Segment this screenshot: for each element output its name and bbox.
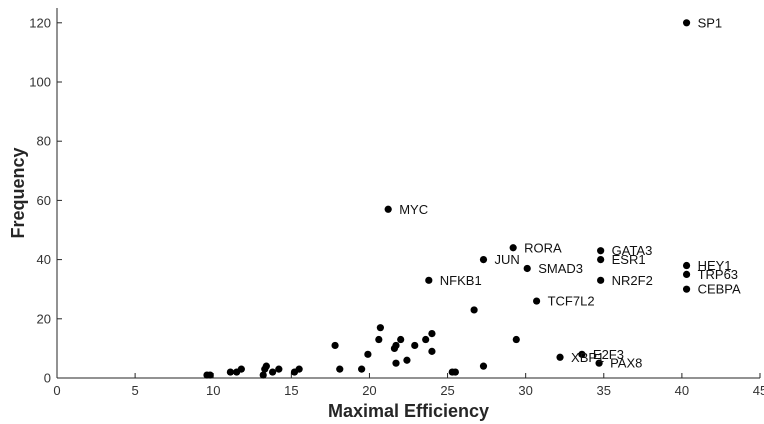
data-point <box>268 368 277 376</box>
y-tick-label: 20 <box>37 311 51 326</box>
data-point <box>375 335 383 344</box>
point-label: HEY1 <box>698 258 732 273</box>
data-point <box>425 276 433 284</box>
point-label: TCF7L2 <box>548 294 595 309</box>
x-tick-label: 40 <box>675 383 689 398</box>
data-point <box>364 350 372 358</box>
data-point <box>384 205 392 213</box>
point-label: TRP63 <box>698 267 738 282</box>
x-tick-label: 30 <box>518 383 532 398</box>
point-label: GATA3 <box>612 243 653 258</box>
data-point <box>470 306 478 314</box>
data-point <box>262 362 270 370</box>
y-axis-ticks: 0 20 40 60 80 100 120 <box>29 15 62 386</box>
data-points <box>203 19 691 379</box>
data-point <box>682 19 691 27</box>
data-point <box>237 365 245 373</box>
data-point <box>523 264 531 273</box>
x-tick-label: 25 <box>440 383 454 398</box>
point-label: RORA <box>524 240 562 255</box>
point-labels: SP1 MYC RORA GATA3 JUN ESR1 HEY1 SMAD3 TRP63 NFKB… <box>399 15 741 370</box>
y-axis-title: Frequency <box>8 147 28 238</box>
y-tick-label: 40 <box>37 252 51 267</box>
point-label: E2F3 <box>593 347 624 362</box>
x-tick-label: 5 <box>131 383 138 398</box>
data-point <box>597 256 605 264</box>
data-point <box>295 365 303 373</box>
point-label: XBP1 <box>571 350 604 365</box>
data-point <box>259 371 267 379</box>
data-point <box>597 247 605 255</box>
x-tick-label: 15 <box>284 383 298 398</box>
point-label: JUN <box>494 252 519 267</box>
data-point <box>206 371 214 379</box>
y-tick-label: 100 <box>29 75 51 90</box>
data-point <box>428 347 436 355</box>
data-point <box>682 261 691 270</box>
data-point <box>451 368 459 376</box>
point-label: SMAD3 <box>538 261 583 276</box>
data-point <box>226 368 235 376</box>
y-tick-label: 60 <box>37 193 51 208</box>
data-point <box>275 365 283 373</box>
data-point <box>392 359 400 367</box>
point-label: SP1 <box>698 15 723 30</box>
point-label: NR2F2 <box>612 273 653 288</box>
data-point <box>597 276 605 284</box>
data-point <box>392 341 400 350</box>
data-point <box>376 324 384 332</box>
data-point <box>403 356 411 364</box>
x-axis-ticks: 0 5 10 15 20 25 30 35 40 45 <box>53 373 764 398</box>
data-point <box>556 353 564 361</box>
data-point <box>397 335 405 344</box>
data-point <box>682 285 691 293</box>
data-point <box>331 341 339 350</box>
data-point <box>595 359 603 367</box>
data-point <box>578 350 586 358</box>
data-point <box>479 256 488 264</box>
x-tick-label: 0 <box>53 383 60 398</box>
data-point <box>336 365 344 373</box>
point-label: ESR1 <box>612 252 646 267</box>
data-point <box>422 335 430 344</box>
data-point <box>428 330 436 338</box>
point-label: MYC <box>399 202 428 217</box>
data-point <box>533 297 541 305</box>
y-tick-label: 80 <box>37 134 51 149</box>
data-point <box>509 244 517 252</box>
point-label: CEBPA <box>698 282 741 297</box>
y-tick-label: 0 <box>44 371 51 386</box>
data-point <box>411 341 419 350</box>
point-label: NFKB1 <box>440 273 482 288</box>
data-point <box>512 335 520 344</box>
x-tick-label: 10 <box>206 383 220 398</box>
data-point <box>358 365 366 373</box>
x-tick-label: 20 <box>362 383 376 398</box>
y-tick-label: 120 <box>29 15 51 30</box>
data-point <box>682 270 691 278</box>
x-axis-title: Maximal Efficiency <box>328 401 489 421</box>
plot-area: 0 5 10 15 20 25 30 35 40 45 0 20 40 60 80 100 120 SP1 MY… <box>29 8 764 398</box>
x-tick-label: 35 <box>597 383 611 398</box>
point-label: PAX8 <box>610 356 642 371</box>
data-point <box>479 362 488 370</box>
x-tick-label: 45 <box>753 383 764 398</box>
